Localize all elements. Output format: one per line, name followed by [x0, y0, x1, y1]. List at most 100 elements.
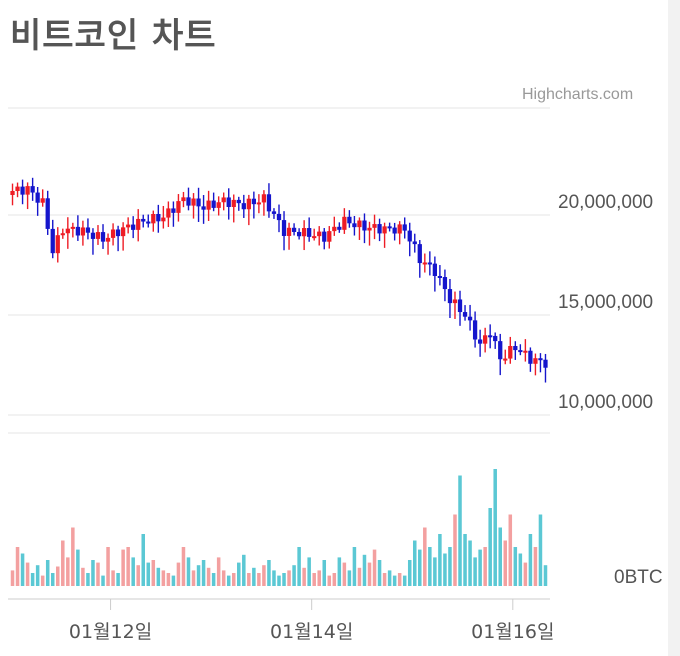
candle-body: [422, 262, 427, 265]
volume-bar: [483, 547, 487, 586]
candle-body: [412, 241, 417, 245]
volume-bar: [146, 562, 151, 586]
candle-body: [181, 197, 186, 202]
volume-bar: [45, 560, 50, 586]
candle-body: [196, 198, 201, 207]
candle-body: [508, 346, 513, 359]
page-title: 비트코인 차트: [10, 16, 217, 56]
candle-body: [332, 226, 337, 232]
candle-body: [40, 198, 45, 203]
volume-bar: [171, 575, 176, 586]
volume-bar: [111, 570, 115, 586]
volume-bar: [382, 573, 387, 586]
candle-body: [286, 227, 292, 236]
volume-bar: [156, 567, 161, 586]
volume-bar: [453, 514, 457, 586]
candle-body: [357, 220, 362, 228]
volume-bar: [211, 573, 216, 586]
candle-body: [452, 299, 458, 304]
candle-body: [251, 198, 256, 205]
volume-bar: [86, 573, 90, 586]
candle-body: [447, 289, 453, 304]
volume-bar: [71, 527, 75, 586]
volume-bar: [101, 575, 105, 586]
volume-bar: [96, 562, 100, 586]
volume-bar: [136, 565, 140, 586]
candle-body: [342, 216, 347, 230]
volume-bar: [56, 566, 60, 586]
candle-body: [302, 228, 307, 237]
volume-bar: [76, 549, 80, 586]
candle-body: [226, 197, 231, 207]
candle-body: [307, 228, 312, 237]
candle-body: [281, 220, 287, 236]
candle-body: [15, 186, 20, 191]
candle-body: [211, 200, 216, 208]
candle-body: [166, 208, 171, 218]
volume-bar: [10, 570, 15, 586]
candle-body: [131, 224, 136, 230]
volume-bar: [242, 554, 246, 586]
candle-body: [20, 186, 25, 195]
volume-bar: [332, 573, 337, 586]
x-axis-tick-label: 01월16일: [471, 621, 554, 643]
candle-body: [312, 236, 317, 239]
volume-bar: [473, 557, 477, 586]
candle-body: [518, 350, 523, 353]
price-axis-tick-label: 15,000,000: [558, 292, 653, 313]
candle-body: [347, 216, 352, 224]
candle-body: [472, 320, 478, 340]
candle-body: [417, 244, 422, 264]
volume-bar: [25, 562, 30, 586]
volume-bar: [543, 565, 548, 586]
volume-bar: [40, 575, 45, 586]
volume-bar: [186, 557, 191, 586]
volume-bar: [287, 570, 291, 586]
volume-bar: [116, 573, 120, 586]
candle-body: [276, 213, 282, 221]
highcharts-credits-link[interactable]: Highcharts.com: [522, 86, 634, 103]
candle-body: [110, 229, 116, 238]
candle-body: [467, 316, 473, 321]
candle-body: [462, 312, 468, 317]
volume-bar: [247, 573, 251, 586]
candle-body: [372, 224, 377, 228]
candle-body: [171, 208, 176, 213]
volume-bar: [252, 567, 256, 586]
candle-body: [488, 335, 493, 338]
candle-body: [25, 186, 30, 195]
candle-body: [206, 200, 211, 210]
volume-bar: [297, 547, 301, 586]
candle-body: [186, 197, 191, 206]
volume-bar: [443, 553, 447, 586]
volume-bar: [337, 557, 342, 586]
candle-body: [432, 263, 438, 276]
candle-body: [362, 220, 367, 231]
x-axis-tick-label: 01월12일: [69, 621, 152, 643]
x-axis-tick-label: 01월14일: [270, 621, 353, 643]
volume-bar: [503, 540, 508, 586]
volume-bar: [418, 549, 422, 586]
candle-body: [55, 235, 60, 254]
volume-bar: [126, 547, 130, 586]
candle-body: [317, 231, 322, 237]
candle-body: [151, 214, 156, 224]
candle-body: [271, 211, 277, 214]
candle-body: [337, 226, 342, 230]
volume-bar: [392, 575, 397, 586]
right-edge-strip: [668, 0, 680, 656]
candle-body: [141, 218, 146, 222]
volume-bar: [206, 567, 211, 586]
volume-bar: [478, 549, 482, 586]
volume-bar: [463, 534, 467, 586]
volume-bar: [523, 562, 528, 586]
candle-body: [402, 224, 407, 231]
candle-body: [50, 228, 55, 254]
volume-bar: [61, 540, 65, 586]
candle-body: [327, 231, 332, 242]
price-axis-tick-label: 20,000,000: [558, 192, 653, 213]
candle-body: [457, 299, 463, 313]
volume-bar: [121, 549, 125, 586]
volume-bar: [50, 573, 55, 586]
